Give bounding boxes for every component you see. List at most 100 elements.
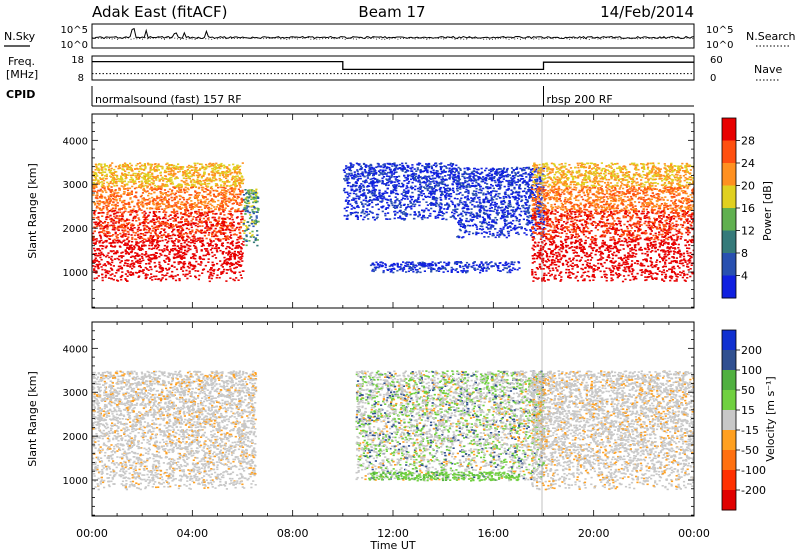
power-cell <box>462 268 465 270</box>
power-cell <box>406 263 409 266</box>
power-cell <box>145 225 148 227</box>
power-cell <box>99 181 102 184</box>
power-cell <box>230 224 233 227</box>
power-cell <box>171 199 174 202</box>
power-cell <box>230 234 233 236</box>
power-cell <box>220 264 223 267</box>
power-cell <box>186 235 189 238</box>
power-cell <box>105 191 108 194</box>
power-cell <box>435 164 438 167</box>
power-cell <box>134 210 137 212</box>
power-cell <box>223 261 226 263</box>
power-cell <box>451 176 455 179</box>
power-cell <box>394 196 397 198</box>
power-cell <box>205 223 208 225</box>
power-cell <box>250 190 253 192</box>
power-cell <box>211 274 214 277</box>
power-cell <box>112 265 115 267</box>
power-cell <box>232 278 235 281</box>
power-cell <box>422 211 425 213</box>
power-cell <box>365 200 368 202</box>
power-cell <box>166 241 169 244</box>
power-cell <box>473 268 476 270</box>
power-cell <box>230 237 233 239</box>
power-cell <box>101 181 104 183</box>
power-cell <box>105 230 108 233</box>
power-cell <box>94 163 97 166</box>
power-cell <box>198 169 201 171</box>
power-cell <box>245 192 248 195</box>
power-cell <box>351 166 354 168</box>
power-cell <box>473 261 476 263</box>
power-cell <box>202 217 205 220</box>
power-cell <box>225 259 228 261</box>
power-cell <box>384 208 387 210</box>
power-cell <box>93 187 96 190</box>
power-cell <box>356 215 359 217</box>
power-cell <box>165 181 168 183</box>
power-cell <box>375 213 379 216</box>
power-cell <box>490 207 493 209</box>
power-cell <box>366 175 369 177</box>
power-cell <box>245 225 248 227</box>
power-cell <box>176 167 179 169</box>
power-cell <box>445 264 448 267</box>
power-cell <box>240 192 243 194</box>
power-cell <box>434 204 437 206</box>
power-cell <box>348 182 351 184</box>
power-cell <box>172 205 175 207</box>
power-cell <box>414 185 417 188</box>
power-cell <box>150 240 153 243</box>
power-cell <box>201 188 204 191</box>
power-cell <box>183 233 186 235</box>
power-cell <box>452 189 455 192</box>
power-cell <box>395 192 398 195</box>
power-cell <box>219 204 222 206</box>
power-cell <box>143 181 147 183</box>
power-cell <box>230 184 233 187</box>
power-cell <box>120 196 123 198</box>
power-cell <box>452 209 455 211</box>
power-cell <box>142 234 145 237</box>
power-cell <box>149 232 152 234</box>
power-cell <box>427 179 430 182</box>
power-cell <box>420 177 423 180</box>
power-cell <box>225 185 228 187</box>
power-cell <box>406 178 409 180</box>
power-cell <box>367 173 370 176</box>
power-cell <box>126 166 129 169</box>
power-cell <box>221 242 224 244</box>
power-cell <box>420 263 423 266</box>
power-cell <box>426 170 429 172</box>
power-cell <box>192 255 195 258</box>
power-cell <box>376 178 379 181</box>
power-cell <box>129 224 133 226</box>
power-cell <box>155 242 159 244</box>
power-cell <box>138 264 141 267</box>
power-cell <box>140 180 143 183</box>
power-cell <box>368 172 371 175</box>
power-cell <box>191 264 194 267</box>
power-cell <box>523 232 526 234</box>
power-cell <box>146 190 149 192</box>
power-cell <box>364 180 367 182</box>
power-cell <box>378 179 381 182</box>
power-cell <box>123 223 126 226</box>
power-cell <box>109 267 113 270</box>
power-cell <box>200 232 203 234</box>
power-cell <box>133 205 136 208</box>
power-cell <box>244 210 247 213</box>
power-cell <box>381 262 384 264</box>
power-cell <box>378 264 381 266</box>
power-cell <box>202 231 205 234</box>
power-cell <box>345 199 348 201</box>
power-cell <box>148 201 151 204</box>
power-cell <box>109 214 112 217</box>
power-cell <box>225 173 228 175</box>
power-cell <box>477 265 481 268</box>
power-cell <box>395 185 398 188</box>
power-cell <box>143 214 146 216</box>
power-cell <box>187 175 190 177</box>
power-cell <box>207 261 210 263</box>
power-cell <box>173 253 176 255</box>
